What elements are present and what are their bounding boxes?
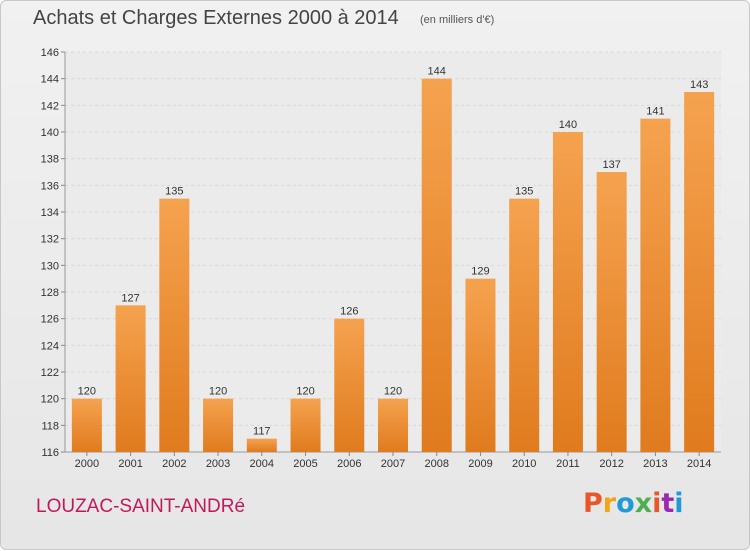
bar: [246, 438, 277, 452]
x-tick-label: 2000: [75, 458, 99, 470]
bar: [509, 198, 540, 452]
bar: [203, 398, 234, 452]
x-tick-label: 2002: [162, 458, 186, 470]
data-label: 120: [296, 386, 314, 398]
x-tick-label: 2014: [687, 458, 711, 470]
data-label: 120: [78, 386, 96, 398]
chart-title: Achats et Charges Externes 2000 à 2014: [33, 7, 399, 29]
data-label: 137: [602, 159, 620, 171]
y-tick-label: 120: [41, 394, 59, 406]
logo-letter: x: [634, 488, 653, 519]
y-tick-label: 146: [41, 47, 59, 59]
y-tick-label: 140: [41, 127, 59, 139]
logo-letter: i: [652, 488, 662, 519]
bar: [71, 398, 102, 452]
y-tick-label: 126: [41, 314, 59, 326]
commune-name: LOUZAC-SAINT-ANDRé: [36, 496, 246, 517]
data-label: 141: [646, 106, 664, 118]
y-tick-label: 132: [41, 234, 59, 246]
data-label: 120: [384, 386, 402, 398]
data-label: 140: [559, 119, 577, 131]
x-tick-label: 2013: [643, 458, 667, 470]
y-tick-label: 118: [41, 420, 59, 432]
x-tick-label: 2009: [468, 458, 492, 470]
x-tick-label: 2011: [556, 458, 580, 470]
data-label: 127: [121, 292, 139, 304]
y-tick-label: 124: [41, 340, 59, 352]
chart-subtitle: (en milliers d'€): [420, 14, 495, 26]
x-tick-label: 2005: [293, 458, 317, 470]
logo-letter: i: [674, 488, 684, 519]
bar: [421, 78, 452, 453]
bar: [640, 118, 671, 453]
bar: [290, 398, 321, 452]
bar: [596, 172, 627, 452]
x-tick-label: 2004: [250, 458, 274, 470]
data-label: 129: [471, 266, 489, 278]
y-tick-label: 142: [41, 100, 59, 112]
logo-letter: r: [602, 488, 617, 519]
y-tick-label: 138: [41, 154, 59, 166]
data-label: 135: [515, 186, 533, 198]
x-tick-label: 2006: [337, 458, 361, 470]
y-tick-label: 144: [41, 74, 59, 86]
bar: [684, 92, 715, 452]
logo-letter: t: [661, 488, 675, 519]
y-tick-label: 134: [41, 207, 59, 219]
bar: [334, 318, 365, 452]
x-tick-label: 2001: [118, 458, 142, 470]
y-tick-label: 122: [41, 367, 59, 379]
x-tick-label: 2008: [424, 458, 448, 470]
data-label: 120: [209, 386, 227, 398]
logo-letter: P: [583, 488, 603, 519]
bar: [378, 398, 408, 452]
y-tick-label: 128: [41, 287, 59, 299]
data-label: 143: [690, 79, 708, 91]
y-tick-label: 116: [41, 447, 59, 459]
logo-letter: o: [616, 488, 635, 519]
data-label: 135: [165, 186, 183, 198]
data-label: 117: [253, 426, 271, 438]
data-label: 126: [340, 306, 358, 318]
proxiti-logo[interactable]: Proxiti: [583, 488, 684, 519]
x-tick-label: 2012: [599, 458, 623, 470]
y-tick-label: 136: [41, 180, 59, 192]
y-tick-label: 130: [41, 260, 59, 272]
data-label: 144: [428, 66, 446, 78]
bar: [115, 305, 146, 452]
x-tick-label: 2003: [206, 458, 230, 470]
x-tick-label: 2010: [512, 458, 536, 470]
bar: [465, 278, 496, 452]
x-tick-label: 2007: [381, 458, 405, 470]
bar: [552, 132, 583, 452]
bar: [159, 198, 190, 452]
